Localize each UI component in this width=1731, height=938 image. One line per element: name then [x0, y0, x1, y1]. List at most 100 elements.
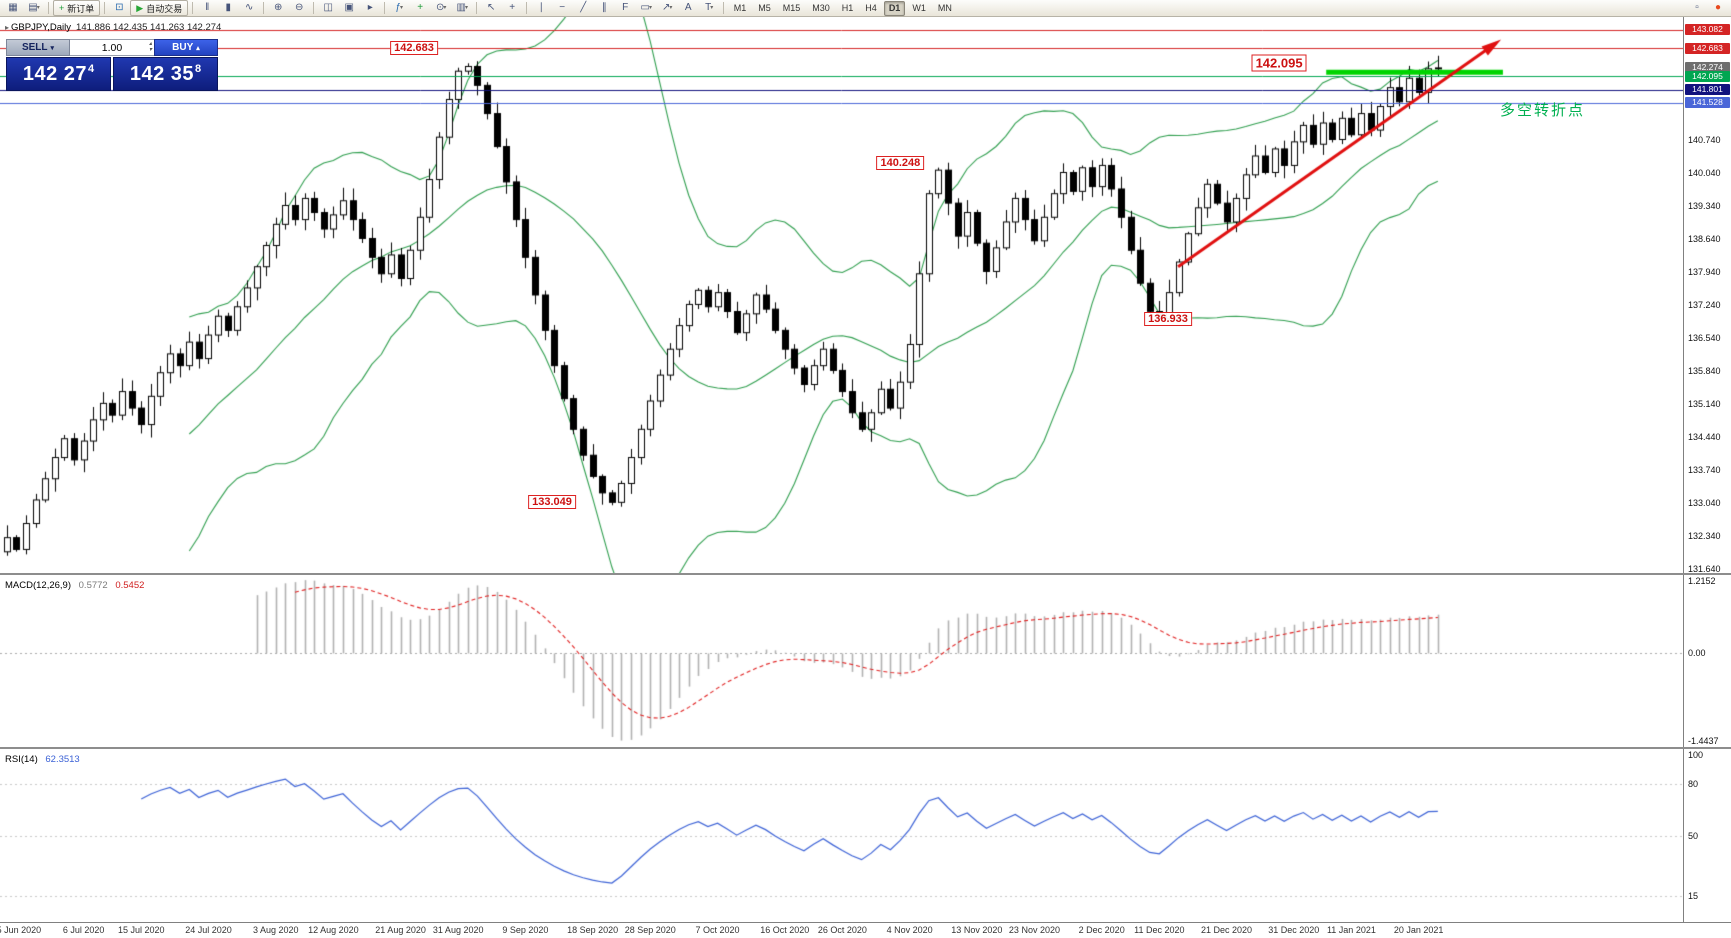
crosshair-icon[interactable]: + [509, 2, 516, 13]
macd-axis[interactable]: 1.2152 0.00 -1.4437 [1683, 575, 1731, 747]
stepper-down-icon[interactable]: ▾ [148, 47, 152, 53]
fibonacci-icon[interactable]: F [622, 2, 629, 13]
price-tick-label: 136.540 [1688, 332, 1721, 343]
time-axis[interactable]: 25 Jun 2020 6 Jul 2020 15 Jul 2020 24 Jul 2… [0, 923, 1683, 938]
date-label: 26 Oct 2020 [817, 925, 867, 935]
timeframe-button-h4[interactable]: H4 [865, 3, 877, 13]
bars-chart-icon[interactable]: ‖ [205, 2, 210, 13]
sell-button[interactable]: 142 27 4 [6, 57, 111, 91]
add-indicator-icon[interactable]: + [417, 2, 424, 13]
sell-price-pip: 4 [88, 63, 95, 75]
price-callout[interactable]: 136.933 [1144, 312, 1192, 327]
price-callout[interactable]: 140.248 [876, 156, 925, 171]
connection-status-icon[interactable]: ● [1714, 2, 1722, 13]
buy-price-pip: 8 [195, 63, 202, 75]
date-label: 11 Dec 2020 [1134, 925, 1185, 935]
sell-price: 142 27 [22, 62, 88, 85]
price-axis[interactable]: 140.740 140.040 139.340 138.640 137.940 137.2… [1683, 17, 1731, 574]
price-level-badge: 141.801 [1685, 84, 1730, 96]
new-order-button[interactable]: + 新订单 [53, 0, 101, 16]
timeframe-button-m30[interactable]: M30 [812, 3, 830, 13]
profiles-icon[interactable]: ▤ ▾ [28, 2, 40, 13]
timeframe-button-m1[interactable]: M1 [733, 3, 747, 13]
price-tick-label: 140.740 [1688, 134, 1721, 145]
sell-caret-icon: ▾ [50, 44, 55, 52]
date-label: 24 Jul 2020 [185, 925, 232, 935]
zoom-out-icon[interactable]: ⊖ [295, 2, 304, 13]
timeframe-button-h1[interactable]: H1 [841, 3, 854, 13]
zoom-in-icon[interactable]: ⊕ [274, 2, 283, 13]
periods-icon[interactable]: ⊙ ▾ [436, 2, 447, 13]
buy-tab[interactable]: BUY ▴ [154, 39, 218, 56]
trendline-icon[interactable]: ╱ [580, 2, 587, 13]
date-label: 9 Sep 2020 [502, 925, 549, 935]
pane-separator[interactable] [0, 747, 1731, 749]
price-chart-canvas[interactable] [0, 17, 1683, 573]
date-label: 7 Oct 2020 [695, 925, 740, 935]
timeframe-button-d1[interactable]: D1 [883, 0, 906, 16]
price-tick-label: 131.640 [1688, 563, 1721, 574]
new-chart-icon[interactable]: ▦ [8, 2, 18, 13]
auto-arrange-icon[interactable]: ▣ [344, 2, 354, 13]
date-label: 6 Jul 2020 [62, 925, 105, 935]
date-label: 12 Aug 2020 [308, 925, 359, 935]
toolbar-divider [104, 2, 106, 14]
volume-input[interactable]: 1.00 ▴ ▾ [70, 39, 154, 56]
timeframe-button-m5[interactable]: M5 [758, 3, 771, 13]
candlestick-chart-icon[interactable]: ▮ [225, 2, 231, 13]
macd-label: MACD(12,26,9) 0.5772 0.5452 [5, 580, 144, 591]
sell-tab[interactable]: SELL ▾ [6, 39, 70, 56]
price-callout[interactable]: 142.683 [390, 41, 438, 56]
timeframe-button-mn[interactable]: MN [937, 3, 952, 13]
sell-tab-label: SELL [21, 42, 48, 53]
macd-canvas[interactable] [0, 575, 1683, 747]
price-tick-label: 137.240 [1688, 299, 1721, 310]
docking-icon[interactable]: ▫ [1695, 2, 1699, 13]
autotrading-button[interactable]: ▶ 自动交易 [130, 0, 189, 16]
arrows-icon[interactable]: ↗ ▾ [662, 2, 673, 13]
symbol-marker-icon: ▸ [5, 23, 10, 32]
price-level-badge: 141.528 [1685, 97, 1730, 109]
vertical-line-icon[interactable]: ∣ [538, 2, 544, 13]
timeframe-button-w1[interactable]: W1 [912, 3, 926, 13]
timeframe-button-m15[interactable]: M15 [782, 3, 801, 13]
rsi-canvas[interactable] [0, 749, 1683, 922]
price-callout[interactable]: 142.095 [1251, 54, 1307, 72]
indicators-icon[interactable]: ƒ ▾ [395, 2, 403, 13]
line-chart-icon[interactable]: ∿ [245, 2, 254, 13]
chart-shift-icon[interactable]: ▸ [367, 2, 373, 13]
date-label: 16 Oct 2020 [760, 925, 810, 935]
price-callout[interactable]: 133.049 [528, 495, 576, 510]
dropdown-caret-icon: ▾ [464, 5, 468, 11]
text-label-icon[interactable]: A [684, 2, 692, 13]
date-label: 18 Sep 2020 [567, 925, 619, 935]
rsi-axis[interactable]: 100 80 50 15 [1683, 749, 1731, 922]
shapes-icon[interactable]: ▭ ▾ [640, 2, 652, 13]
buy-button[interactable]: 142 35 8 [113, 57, 218, 91]
macd-tick-label: 0.00 [1688, 648, 1706, 659]
symbol-ohlc-values: 141.886 142.435 141.263 142.274 [76, 22, 222, 33]
volume-value: 1.00 [101, 41, 123, 54]
cursor-icon[interactable]: ↖ [487, 2, 496, 13]
tile-windows-icon[interactable]: ◫ [323, 2, 333, 13]
templates-icon[interactable]: ▥ ▾ [456, 2, 468, 13]
rsi-label: RSI(14) 62.3513 [5, 754, 80, 765]
autotrading-button-label: 自动交易 [146, 3, 183, 14]
chart-symbol-label: ▸ GBPJPY,Daily 141.886 142.435 141.263 142… [5, 22, 221, 33]
date-label: 23 Nov 2020 [1008, 925, 1060, 935]
expert-advisors-icon[interactable]: ⊡ [115, 2, 124, 13]
time-axis-divider [0, 922, 1731, 923]
horizontal-line-icon[interactable]: − [559, 2, 566, 13]
volume-stepper[interactable]: ▴ ▾ [149, 41, 152, 53]
price-level-badge: 143.082 [1685, 24, 1730, 36]
stepper-up-icon[interactable]: ▴ [148, 41, 152, 47]
dropdown-caret-icon: ▾ [443, 5, 447, 11]
cn-annotation-text[interactable]: 多空转折点 [1500, 102, 1586, 119]
text-icon[interactable]: T ▾ [705, 2, 714, 13]
pane-separator[interactable] [0, 573, 1731, 575]
one-click-trading-panel: SELL ▾ 1.00 ▴ ▾ BUY ▴ 142 27 4 142 35 8 [6, 39, 218, 91]
equidistant-channel-icon[interactable]: ∥ [601, 2, 607, 13]
date-label: 20 Jan 2021 [1393, 925, 1444, 935]
price-tick-label: 134.440 [1688, 431, 1721, 442]
